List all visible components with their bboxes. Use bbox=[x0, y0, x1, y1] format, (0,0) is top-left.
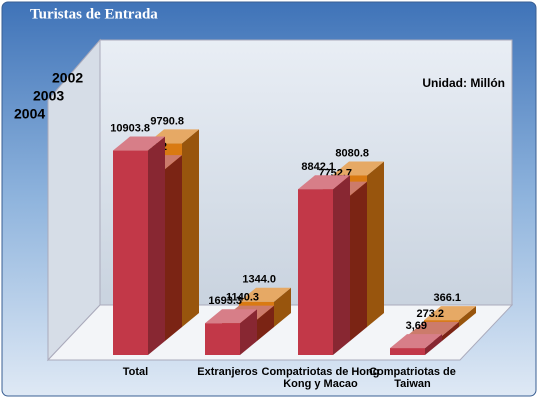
value-label: 1344.0 bbox=[242, 274, 276, 286]
bar-top bbox=[390, 334, 442, 349]
bar-side bbox=[333, 175, 350, 355]
value-label: 366.1 bbox=[433, 292, 461, 304]
value-label: 3,69 bbox=[406, 320, 427, 332]
bar bbox=[390, 348, 425, 355]
bar-side bbox=[165, 155, 182, 341]
x-tick-label: Compatriotas de Taiwan bbox=[369, 366, 456, 390]
bar-side bbox=[257, 305, 274, 341]
value-label: 10903.8 bbox=[110, 122, 150, 134]
bar-side bbox=[425, 334, 442, 355]
legend-label: 2004 bbox=[14, 106, 45, 122]
bar-top bbox=[113, 136, 165, 151]
x-tick-label: Compatriotas de Hong Kong y Macao bbox=[261, 366, 380, 390]
x-tick-label: Total bbox=[122, 366, 149, 378]
bar-side bbox=[274, 287, 291, 327]
bar-top bbox=[239, 287, 291, 302]
bar-top bbox=[205, 309, 257, 324]
bar bbox=[113, 150, 148, 355]
unit-note: Unidad: Millón bbox=[422, 76, 505, 90]
value-label: 1140.3 bbox=[226, 292, 259, 304]
value-label: 8842.1 bbox=[301, 161, 335, 173]
value-label: 9790.8 bbox=[150, 115, 184, 127]
value-label: 8080.8 bbox=[335, 147, 369, 159]
bar-side bbox=[459, 306, 476, 327]
legend-label: 2002 bbox=[52, 70, 83, 86]
chart-title: Turistas de Entrada bbox=[30, 6, 158, 22]
bar-side bbox=[240, 309, 257, 355]
value-label: 273.2 bbox=[416, 308, 444, 320]
legend-label: 2003 bbox=[33, 88, 64, 104]
bar-side bbox=[148, 136, 165, 355]
bar-top bbox=[298, 175, 350, 190]
bar-top bbox=[332, 161, 384, 176]
bar-side bbox=[442, 321, 459, 341]
bar bbox=[205, 323, 240, 355]
bar-side bbox=[182, 129, 199, 327]
bar-top bbox=[424, 306, 476, 321]
bar bbox=[298, 189, 333, 355]
value-label: 1693.3 bbox=[208, 295, 242, 307]
x-tick-label: Extranjeros bbox=[197, 366, 258, 378]
bar-top bbox=[407, 321, 459, 336]
bar-side bbox=[350, 181, 367, 341]
bar-side bbox=[367, 161, 384, 327]
